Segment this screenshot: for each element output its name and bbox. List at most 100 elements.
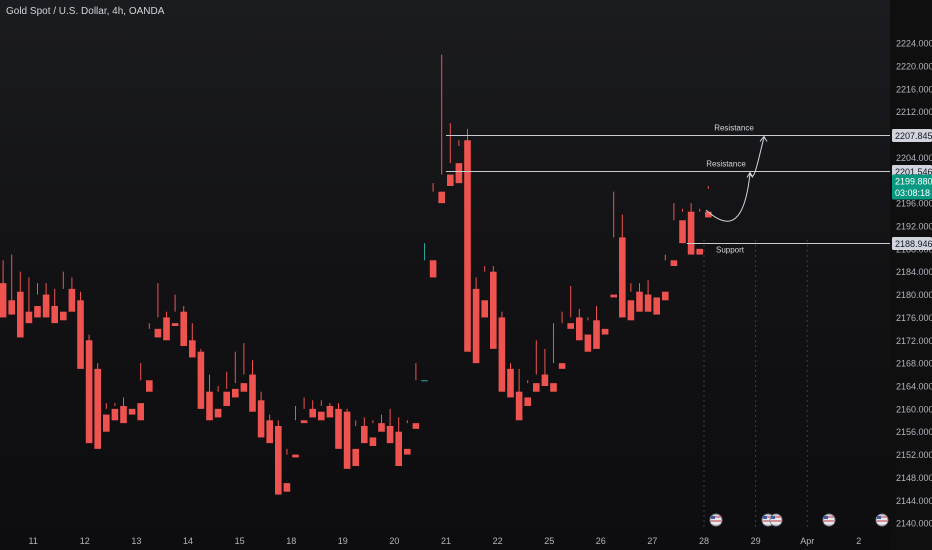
- level-price-text: 2188.946: [895, 239, 932, 249]
- candle-body: [94, 368, 101, 449]
- candle-body: [111, 408, 119, 421]
- candle-body: [464, 140, 471, 352]
- candle-body: [257, 400, 265, 438]
- y-tick-label: 2204.000: [896, 153, 932, 163]
- candle-body: [103, 414, 110, 432]
- level-price-tag: [892, 236, 932, 250]
- x-tick-label: 20: [389, 536, 399, 546]
- candle-body: [232, 388, 239, 398]
- y-tick-label: 2140.000: [896, 519, 932, 529]
- level-label: Resistance: [714, 123, 754, 132]
- candle-body: [352, 448, 359, 466]
- y-tick-label: 2172.000: [896, 336, 932, 346]
- candle-body: [189, 340, 196, 358]
- x-tick-label: Apr: [800, 536, 814, 546]
- y-tick-label: 2196.000: [896, 199, 932, 209]
- candle-body: [326, 406, 334, 418]
- candle-body: [85, 340, 93, 444]
- candle-body: [369, 437, 377, 446]
- y-tick-label: 2164.000: [896, 382, 932, 392]
- candle-body: [636, 291, 643, 312]
- candle-body: [662, 291, 669, 301]
- candle-body: [51, 306, 58, 324]
- candle-body: [515, 391, 523, 421]
- candle-body: [180, 311, 187, 346]
- candle-body: [541, 374, 549, 386]
- y-tick-label: 2156.000: [896, 427, 932, 437]
- candle-body: [120, 406, 127, 424]
- candle-body: [696, 248, 703, 255]
- candle-body: [438, 191, 445, 204]
- x-tick-label: 21: [441, 536, 451, 546]
- candle-body: [627, 300, 635, 321]
- candle-body: [455, 163, 463, 184]
- candle-body: [300, 420, 308, 424]
- x-tick-label: 25: [544, 536, 554, 546]
- level-price-text: 2201.546: [895, 167, 932, 177]
- candle-body: [507, 368, 514, 398]
- candle-body: [490, 271, 497, 349]
- candle-body: [576, 317, 583, 341]
- candle-body: [292, 454, 299, 458]
- candle-body: [386, 426, 394, 444]
- y-tick-label: 2148.000: [896, 473, 932, 483]
- y-tick-label: 2180.000: [896, 290, 932, 300]
- candle-body: [34, 306, 41, 318]
- candle-body: [42, 294, 50, 318]
- candle-body: [705, 211, 712, 218]
- candle-body: [283, 483, 291, 492]
- x-tick-label: 28: [699, 536, 709, 546]
- candle-body: [197, 351, 205, 409]
- arrowhead-icon: [759, 135, 768, 142]
- candle-body: [146, 380, 153, 392]
- candle-body: [163, 317, 170, 341]
- arrowhead-icon: [746, 171, 754, 178]
- candle-body: [343, 411, 351, 469]
- y-tick-label: 2200.000: [896, 176, 932, 186]
- candle-body: [275, 426, 282, 495]
- y-tick-label: 2224.000: [896, 39, 932, 49]
- candle-body: [524, 397, 531, 406]
- candle-body: [171, 323, 179, 326]
- last-price-tag: [892, 174, 932, 200]
- y-tick-label: 2184.000: [896, 267, 932, 277]
- candle-body: [533, 383, 540, 392]
- y-tick-label: 2152.000: [896, 450, 932, 460]
- us-flag-event-icon: [761, 513, 775, 527]
- bar-countdown-text: 03:08:18: [895, 188, 930, 198]
- projection-curve: [749, 137, 765, 177]
- candle-body: [584, 334, 592, 352]
- candle-body: [550, 383, 557, 392]
- x-tick-label: 22: [493, 536, 503, 546]
- candle-body: [472, 288, 480, 364]
- y-tick-label: 2208.000: [896, 130, 932, 140]
- candle-body: [266, 420, 273, 444]
- last-price-text: 2199.880: [895, 176, 932, 186]
- projection-curve: [705, 173, 751, 222]
- x-tick-label: 19: [338, 536, 348, 546]
- y-tick-label: 2220.000: [896, 62, 932, 72]
- candle-body: [137, 403, 144, 421]
- level-price-text: 2207.845: [895, 131, 932, 141]
- y-tick-label: 2144.000: [896, 496, 932, 506]
- y-tick-label: 2216.000: [896, 84, 932, 94]
- x-tick-label: 27: [647, 536, 657, 546]
- candle-body: [395, 431, 402, 466]
- y-tick-label: 2168.000: [896, 359, 932, 369]
- currency-button[interactable]: USD: [892, 4, 926, 22]
- x-tick-label: 26: [596, 536, 606, 546]
- candle-body: [567, 323, 574, 329]
- candle-body: [25, 311, 33, 324]
- y-tick-label: 2160.000: [896, 404, 932, 414]
- level-price-tag: [892, 128, 932, 142]
- candle-body: [670, 260, 678, 266]
- us-flag-event-icon: [769, 513, 783, 527]
- candle-body: [404, 448, 411, 455]
- x-tick-label: 14: [183, 536, 193, 546]
- candle-body: [154, 328, 162, 338]
- candle-body: [447, 174, 454, 186]
- candle-body: [601, 328, 609, 335]
- candle-body: [412, 423, 420, 429]
